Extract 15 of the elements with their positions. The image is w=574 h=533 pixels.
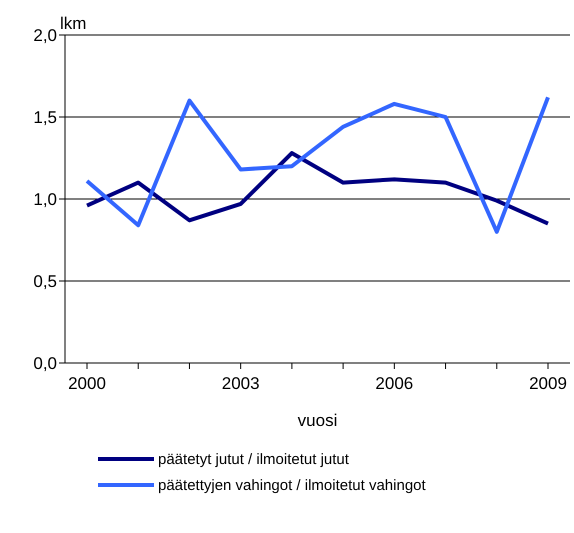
line-series [85, 151, 550, 226]
x-tick-label: 2003 [222, 374, 260, 394]
y-tick-label: 0,5 [33, 272, 57, 292]
x-tick-label: 2006 [375, 374, 414, 394]
legend-label: päätetyt jutut / ilmoitetut jutut [158, 450, 349, 468]
x-tick-label: 2009 [529, 374, 567, 394]
line-series [85, 95, 550, 234]
y-tick-label: 1,0 [33, 190, 57, 210]
x-axis-title: vuosi [298, 411, 338, 430]
y-axis-title: lkm [60, 14, 86, 34]
y-tick-label: 2,0 [33, 26, 57, 46]
y-tick-label: 0,0 [33, 354, 57, 374]
x-tick-label: 2000 [68, 374, 106, 394]
legend-label: päätettyjen vahingot / ilmoitetut vahingot [158, 476, 426, 494]
y-tick-label: 1,5 [33, 108, 57, 128]
